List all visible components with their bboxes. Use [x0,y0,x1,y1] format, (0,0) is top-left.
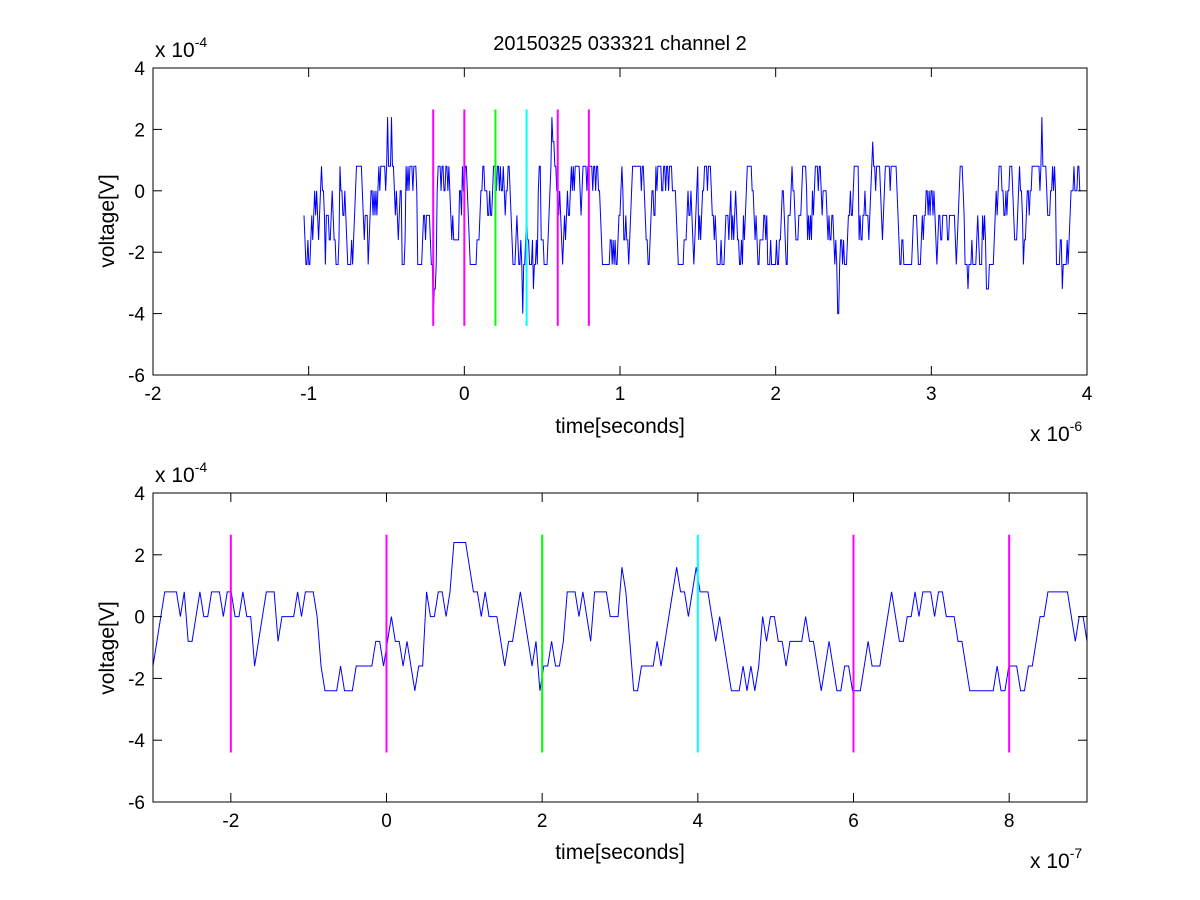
top-y-tick-label: 4 [134,59,145,80]
top-subplot: -2 -1 0 1 2 3 4 -6 -4 -2 0 2 4 time[seconds] voltage… [96,34,1093,446]
bottom-y-tick-label: 2 [134,546,145,567]
bottom-y-axis-label: voltage[V] [96,601,119,694]
bottom-x-tick-label: -2 [222,811,239,832]
bottom-x-tick-label: 2 [537,811,548,832]
top-y-tick-label: 2 [134,120,145,141]
bottom-x-multiplier: x 10-7 [1030,845,1082,873]
bottom-y-tick-label: 0 [134,608,145,629]
bottom-plot-marks [152,534,1088,753]
bottom-x-axis-label: time[seconds] [555,841,685,864]
bottom-axis-ticks: -2 0 2 4 6 8 -6 -4 -2 0 2 4 [128,484,1087,832]
bottom-x-tick-label: 0 [381,811,392,832]
top-plot-marks [303,109,1081,326]
bottom-y-tick-label: -4 [128,731,145,752]
top-y-tick-label: 0 [134,182,145,203]
top-y-axis-label: voltage[V] [96,174,119,267]
bottom-x-tick-label: 6 [848,811,859,832]
top-x-tick-label: 0 [459,384,470,405]
top-x-tick-label: 4 [1082,384,1093,405]
figure-title: 20150325 033321 channel 2 [493,33,747,55]
top-y-tick-label: -2 [128,243,145,264]
top-y-tick-label: -6 [128,366,145,387]
bottom-axes-frame [152,492,1088,803]
bottom-y-tick-label: -2 [128,669,145,690]
top-x-axis-label: time[seconds] [555,415,685,438]
bottom-y-tick-label: -6 [128,793,145,814]
top-y-multiplier: x 10-4 [155,34,207,62]
top-x-tick-label: 1 [615,384,626,405]
top-x-tick-label: -2 [145,384,162,405]
top-x-tick-label: -1 [300,384,317,405]
bottom-y-multiplier: x 10-4 [155,459,207,487]
top-x-multiplier: x 10-6 [1030,418,1082,446]
top-x-tick-label: 3 [926,384,937,405]
top-y-tick-label: -4 [128,305,145,326]
bottom-signal-line [152,541,1088,692]
top-axis-ticks: -2 -1 0 1 2 3 4 -6 -4 -2 0 2 4 [128,59,1093,405]
bottom-subplot: -2 0 2 4 6 8 -6 -4 -2 0 2 4 time[seconds] voltage[V… [96,459,1088,873]
bottom-x-tick-label: 4 [693,811,704,832]
bottom-x-tick-label: 8 [1004,811,1015,832]
bottom-y-tick-label: 4 [134,484,145,505]
top-x-tick-label: 2 [770,384,781,405]
